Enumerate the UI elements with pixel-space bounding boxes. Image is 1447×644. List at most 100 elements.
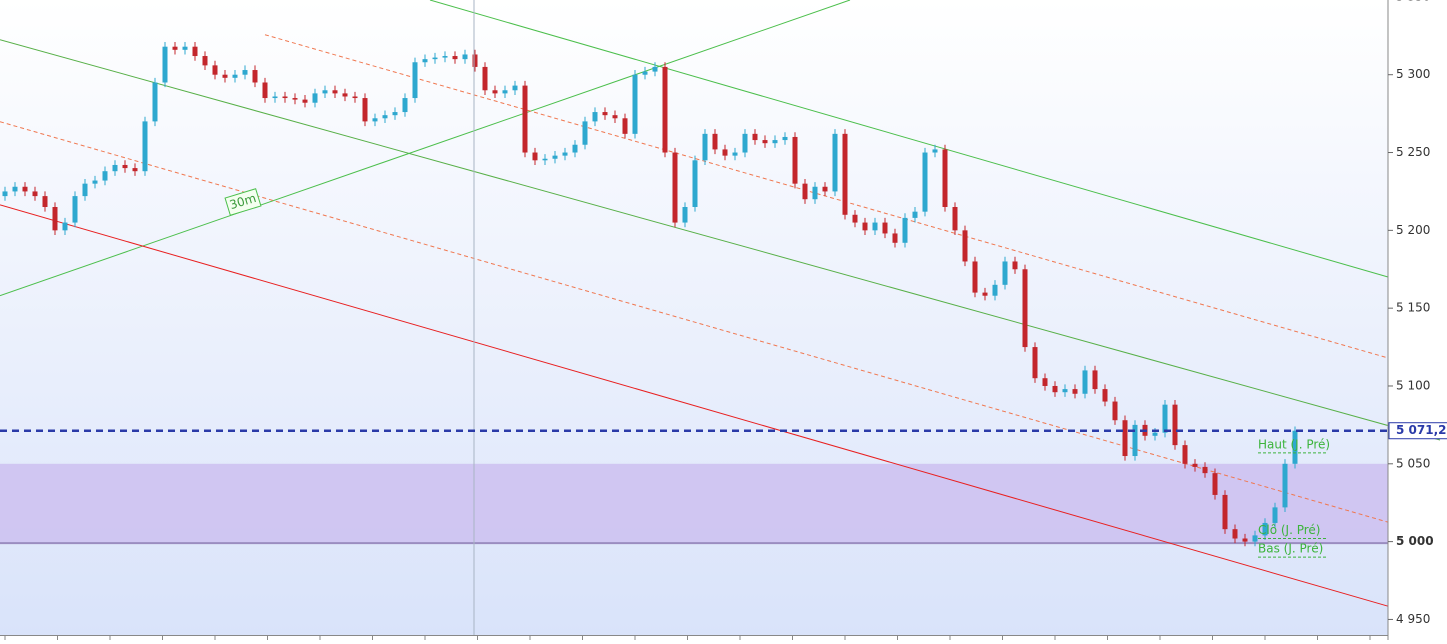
level-label: Bas (J. Pré): [1258, 542, 1323, 556]
trend-line: [429, 0, 1389, 278]
candle-body: [502, 90, 508, 94]
trend-line: [0, 0, 851, 297]
candle-body: [732, 152, 738, 156]
candle-body: [1272, 507, 1278, 523]
candle-body: [132, 168, 138, 172]
candle-body: [142, 121, 148, 172]
candle-body: [602, 112, 608, 116]
candle-body: [532, 152, 538, 161]
candle-body: [882, 222, 888, 234]
candle-body: [742, 133, 748, 153]
candle-body: [272, 96, 278, 99]
candle-body: [1192, 463, 1198, 467]
candle-body: [1152, 432, 1158, 436]
y-tick-label: 5 000: [1396, 534, 1434, 548]
candle-body: [892, 233, 898, 243]
candle-body: [922, 152, 928, 212]
candle-body: [432, 57, 438, 60]
zone: [0, 463, 1388, 544]
y-tick-label: 4 950: [1396, 612, 1430, 626]
candle-body: [372, 118, 378, 122]
candle-body: [512, 85, 518, 91]
candle-body: [312, 93, 318, 103]
candle-body: [1062, 389, 1068, 393]
candle-body: [642, 71, 648, 75]
candle-body: [622, 118, 628, 134]
tag-box: [224, 188, 262, 216]
candle-body: [672, 152, 678, 223]
y-tick-label: 5 250: [1396, 145, 1430, 159]
candle-body: [42, 196, 48, 207]
candle-body: [472, 54, 478, 67]
candle-body: [872, 222, 878, 231]
candle-body: [662, 66, 668, 153]
candle-body: [1022, 269, 1028, 348]
candle-body: [702, 133, 708, 161]
candle-body: [172, 46, 178, 50]
candle-body: [912, 211, 918, 218]
candle-body: [1172, 404, 1178, 446]
candle-body: [422, 59, 428, 63]
candle-body: [992, 284, 998, 296]
candle-body: [552, 155, 558, 159]
candle-body: [342, 93, 348, 97]
candle-body: [392, 112, 398, 116]
candle-body: [1002, 261, 1008, 285]
candle-body: [32, 191, 38, 197]
candle-body: [232, 74, 238, 78]
candle-body: [842, 133, 848, 215]
y-tick-label: 5 350: [1396, 0, 1430, 3]
candle-body: [382, 115, 388, 119]
candle-body: [292, 98, 298, 100]
candle-body: [102, 171, 108, 181]
candle-body: [932, 149, 938, 153]
candle-body: [632, 74, 638, 134]
candle-body: [712, 133, 718, 150]
candle-body: [682, 206, 688, 223]
candle-body: [902, 217, 908, 243]
level-label: Clô (J. Pré): [1258, 523, 1320, 537]
candle-body: [72, 196, 78, 223]
candle-body: [1292, 430, 1298, 464]
candle-body: [62, 222, 68, 231]
candle-body: [1012, 261, 1018, 270]
candle-body: [322, 90, 328, 94]
candle-body: [782, 136, 788, 141]
last-price-box: [1388, 422, 1447, 440]
candle-body: [1082, 370, 1088, 394]
candle-body: [612, 115, 618, 119]
candle-body: [1242, 538, 1248, 542]
candle-body: [182, 46, 188, 50]
candle-body: [1222, 494, 1228, 530]
candle-body: [692, 160, 698, 207]
timeframe-tag: 30m: [224, 188, 262, 216]
candle-body: [332, 90, 338, 94]
candle-body: [582, 121, 588, 145]
candle-body: [252, 70, 258, 83]
candle-body: [1212, 473, 1218, 495]
candle-body: [572, 144, 578, 153]
candle-body: [652, 66, 658, 72]
candle-body: [212, 65, 218, 75]
y-tick-label: 5 050: [1396, 456, 1430, 470]
candle-body: [802, 183, 808, 200]
candle-body: [442, 56, 448, 58]
candle-body: [972, 261, 978, 293]
candle-body: [1102, 389, 1108, 402]
y-tick-label: 5 150: [1396, 301, 1430, 315]
candle-body: [1232, 529, 1238, 539]
candle-body: [822, 186, 828, 192]
candle-body: [1072, 389, 1078, 394]
candle-body: [1202, 466, 1208, 474]
candle-body: [962, 230, 968, 262]
candle-body: [942, 149, 948, 207]
candle-body: [1132, 424, 1138, 457]
candle-body: [262, 82, 268, 99]
level-label: Haut (J. Pré): [1258, 437, 1330, 451]
candle-body: [1282, 463, 1288, 508]
candle-body: [1092, 370, 1098, 390]
candle-body: [1182, 445, 1188, 464]
candle-body: [752, 133, 758, 141]
candle-body: [1112, 401, 1118, 421]
candle-body: [452, 56, 458, 60]
